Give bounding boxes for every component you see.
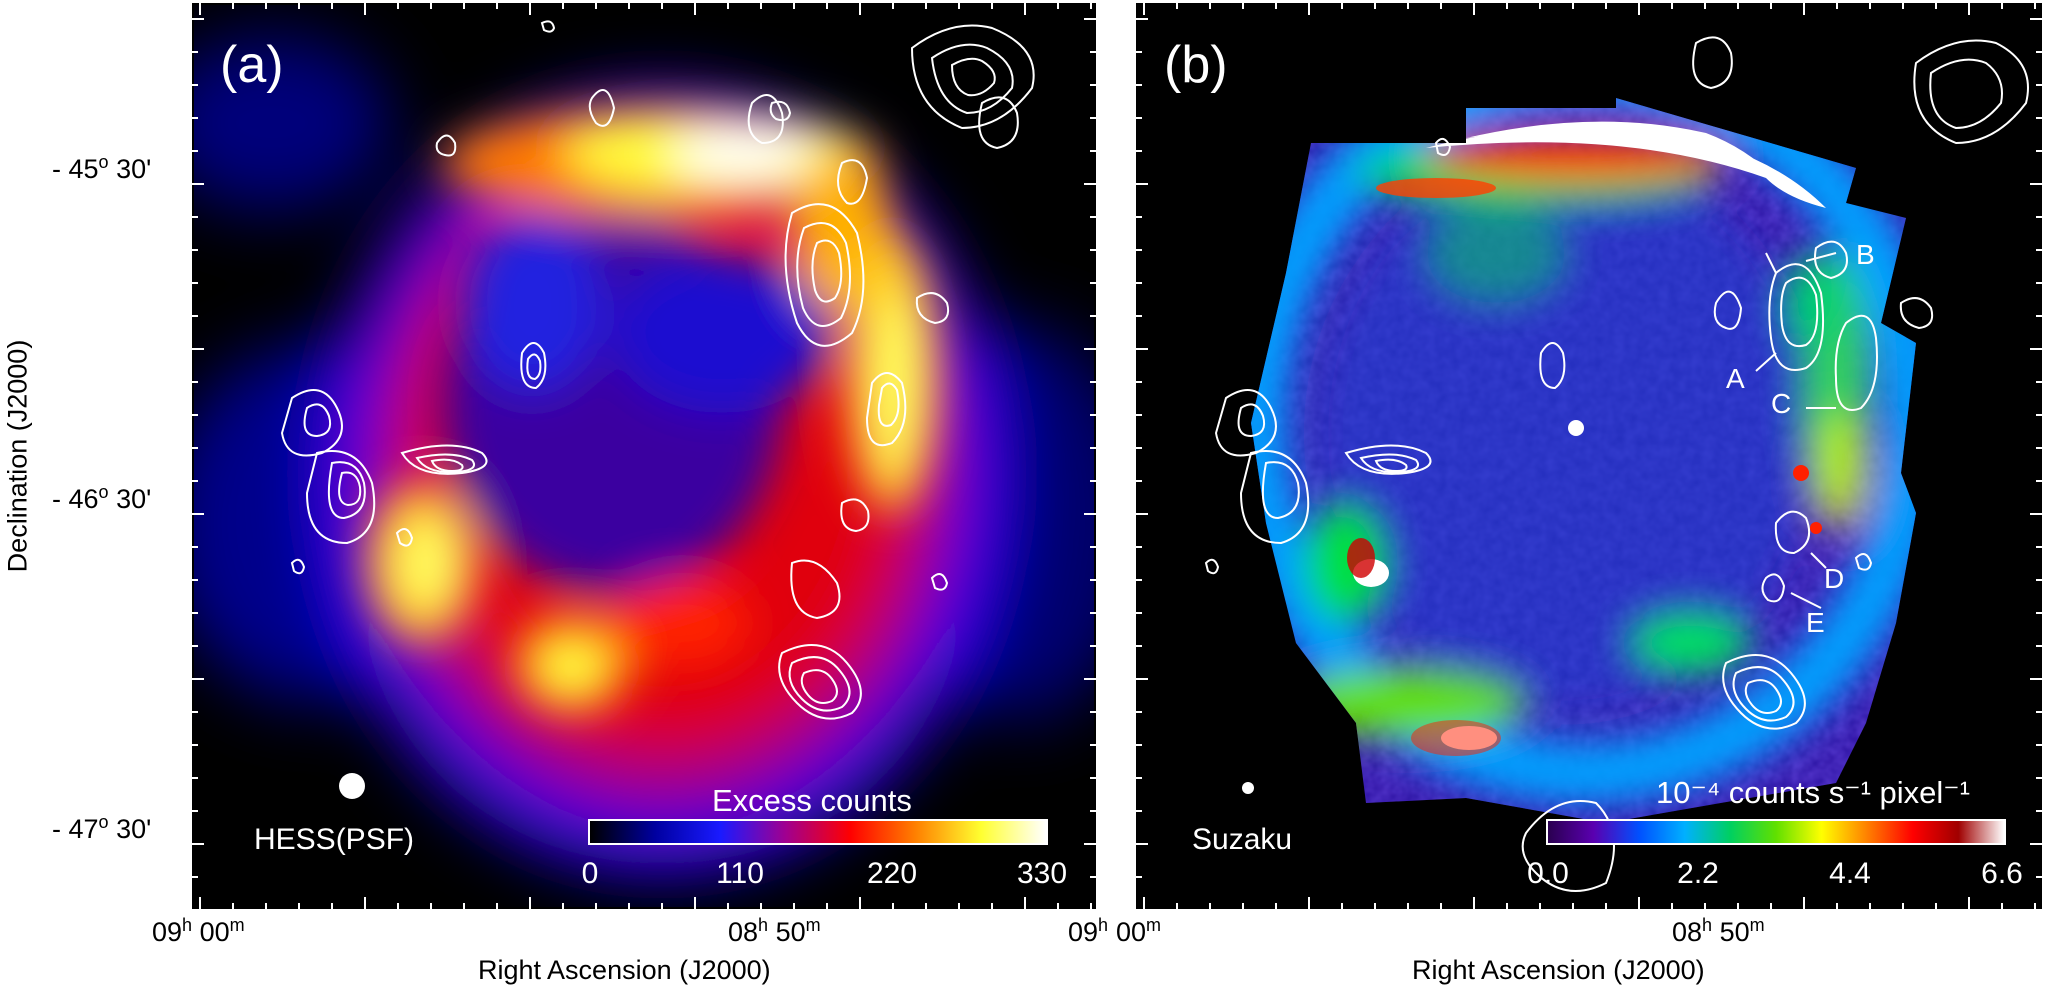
radio-contours-a [280,20,1035,720]
colorbar-tick-b: 0.0 [1527,857,1569,890]
xtick-label: 09h 00m [152,915,245,947]
psf-marker [339,773,365,799]
x-axis-title-b: Right Ascension (J2000) [1412,955,1705,985]
panel-a-image [192,3,1096,909]
ytick-label: - 46o 30' [52,482,152,514]
colorbar-tick-b: 4.4 [1829,857,1871,890]
x-axis-title-a: Right Ascension (J2000) [478,955,771,985]
xtick-label: 00m [1116,915,1162,947]
colorbar-tick-a: 220 [866,857,918,890]
panel-b-image [1136,3,2042,909]
xtick-label: 09h [1068,915,1109,947]
colorbar-b [1546,819,2006,845]
ytick-label: - 47o 30' [52,812,152,844]
psf-marker [1242,782,1254,794]
xtick-label: 08h 50m [1672,915,1765,947]
colorbar-tick-b: 6.6 [1981,857,2023,890]
colorbar-a [588,819,1048,845]
colorbar-tick-a: 0 [581,857,599,890]
source-label-b: B [1856,239,1875,270]
radio-contours-b [1204,36,2029,892]
ytick-label: - 45o 30' [52,152,152,184]
xtick-label: 08h 50m [728,915,821,947]
source-label-d: D [1824,563,1845,594]
colorbar-tick-a: 110 [716,857,764,890]
colorbar-tick-b: 2.2 [1677,857,1719,890]
instrument-label-a: HESS(PSF) [254,823,415,856]
panel-a-label: (a) [220,36,284,94]
instrument-label-b: Suzaku [1192,823,1293,856]
source-label-c: C [1771,388,1792,419]
source-label-e: E [1806,607,1825,638]
colorbar-title-a: Excess counts [712,783,912,818]
source-pointers [1755,252,1837,609]
colorbar-tick-a: 330 [1016,857,1068,890]
panel-a-heatmap: (a) HESS(PSF) Excess counts 0 110 220 33… [192,3,1096,909]
source-label-a: A [1726,363,1745,394]
panel-b-heatmap: (b) Suzaku B A C D E 10⁻⁴ counts s⁻¹ pix… [1136,3,2042,909]
panel-b-label: (b) [1164,36,1228,94]
colorbar-title-b: 10⁻⁴ counts s⁻¹ pixel⁻¹ [1656,775,1970,810]
